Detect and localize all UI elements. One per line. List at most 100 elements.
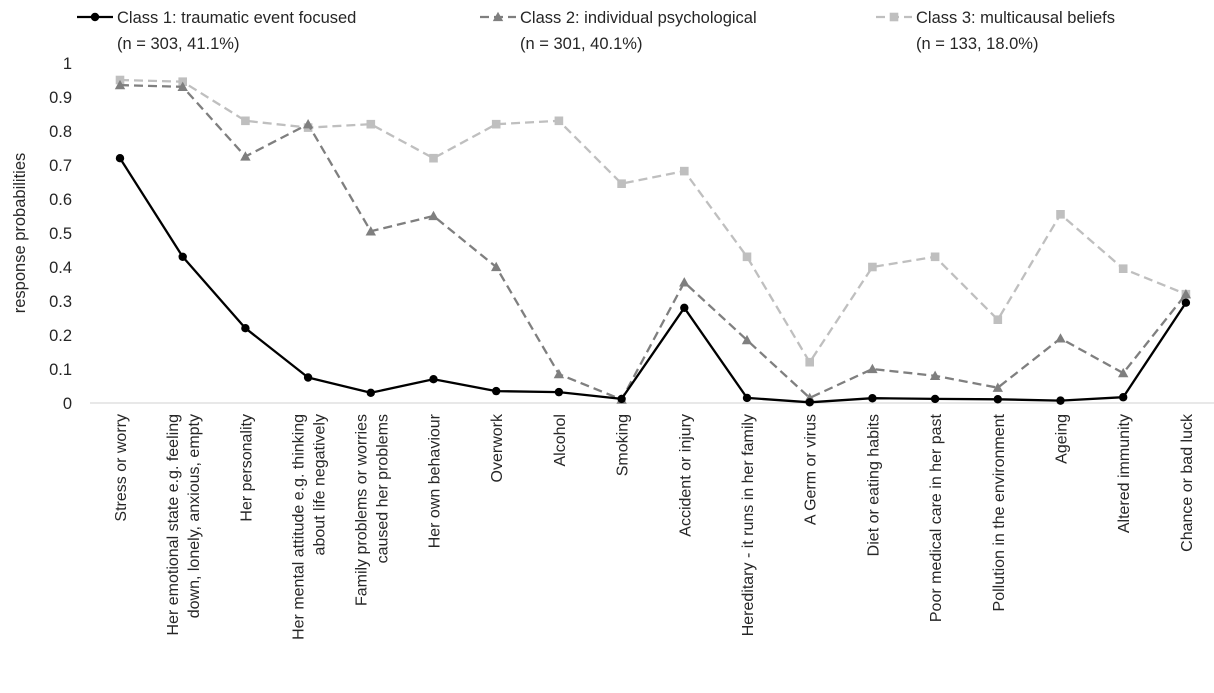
y-tick-label: 1 [63, 55, 72, 73]
x-category-label: Poor medical care in her past [928, 413, 945, 622]
data-point [492, 386, 501, 396]
series-1 [115, 154, 1191, 407]
data-point [742, 252, 752, 262]
data-point [680, 303, 689, 312]
data-point [868, 394, 877, 403]
data-point [366, 388, 375, 397]
y-tick-label: 0.5 [49, 225, 72, 243]
legend-label: Class 2: individual psychological [520, 9, 757, 27]
y-tick-label: 0.9 [49, 89, 72, 107]
series-line [119, 83, 1187, 401]
data-point [993, 395, 1002, 404]
x-category-label: Hereditary - it runs in her family [740, 414, 757, 636]
x-category-label: Altered immunity [1116, 414, 1133, 533]
x-category-label: Her mental attitude e.g. thinking about l… [291, 414, 329, 640]
data-point [742, 393, 752, 403]
x-category-label: Accident or injury [677, 414, 694, 537]
data-point [241, 324, 250, 333]
data-point [553, 368, 565, 379]
data-point [554, 387, 564, 397]
data-point [302, 119, 314, 129]
legend-entry: Class 1: traumatic event focused (n = 303… [77, 9, 356, 53]
legend-entry: Class 2: individual psychological (n = 30… [480, 9, 757, 53]
data-point [1056, 396, 1065, 405]
legend-sublabel: (n = 133, 18.0%) [916, 35, 1038, 53]
data-point [240, 151, 251, 161]
x-category-label: Diet or eating habits [865, 414, 882, 556]
data-point [930, 252, 940, 262]
data-point [366, 119, 376, 129]
x-category-label: A Germ or virus [803, 414, 820, 525]
data-point [428, 210, 439, 221]
data-point [491, 261, 502, 272]
data-point [114, 79, 126, 90]
data-point [1180, 289, 1192, 299]
data-point [930, 394, 940, 404]
x-category-label: Chance or bad luck [1179, 413, 1196, 552]
data-point [492, 11, 504, 22]
data-point [1118, 367, 1129, 378]
data-point [1181, 298, 1191, 307]
y-tick-label: 0.4 [49, 259, 72, 277]
data-point [303, 373, 313, 382]
data-point [741, 334, 753, 345]
data-point [1055, 333, 1066, 343]
data-point [993, 315, 1003, 324]
x-category-label: Overwork [489, 413, 506, 482]
data-point [617, 394, 626, 404]
legend-sublabel: (n = 301, 40.1%) [520, 35, 642, 53]
x-category-label: Pollution in the environment [991, 413, 1008, 611]
series-line [119, 78, 1187, 364]
data-point [617, 179, 626, 188]
x-category-label: Her emotional state e.g. feeling down, lo… [165, 414, 203, 635]
data-point [429, 375, 438, 384]
series-2 [114, 79, 1192, 404]
data-point [1056, 210, 1065, 219]
legend-label: Class 1: traumatic event focused [117, 9, 356, 27]
legend-entry: Class 3: multicausal beliefs (n = 133, 18… [876, 9, 1115, 53]
y-axis-ticks: 0 0.1 0.2 0.3 0.4 0.5 0.6 0.7 0.8 0.9 1 [49, 55, 72, 413]
data-point [241, 116, 250, 126]
data-point [491, 119, 501, 129]
data-point [867, 363, 878, 374]
data-point [1118, 264, 1128, 273]
data-point [680, 166, 689, 176]
y-tick-label: 0.2 [49, 327, 72, 345]
y-tick-label: 0.6 [49, 191, 72, 209]
data-point [805, 398, 814, 407]
legend-sublabel: (n = 303, 41.1%) [117, 35, 239, 53]
x-category-label: Her own behaviour [427, 413, 444, 548]
data-point [365, 226, 376, 236]
x-axis-categories: Stress or worry Her emotional state e.g. … [113, 413, 1196, 640]
data-point [679, 277, 690, 287]
legend: Class 1: traumatic event focused (n = 303… [77, 9, 1115, 53]
data-point [929, 370, 941, 380]
data-point [889, 12, 899, 22]
x-category-label: Ageing [1054, 414, 1071, 464]
data-point [177, 81, 188, 91]
y-tick-label: 0.1 [49, 361, 72, 379]
series-group [114, 75, 1192, 407]
x-category-label: Smoking [615, 414, 632, 476]
y-axis-title: response probabilities [11, 153, 29, 314]
series-3 [115, 75, 1191, 367]
y-tick-label: 0.8 [49, 123, 72, 141]
data-point [115, 154, 125, 163]
data-point [429, 153, 438, 163]
x-category-label: Her personality [238, 414, 255, 522]
data-point [178, 252, 187, 261]
data-point [90, 12, 100, 22]
x-category-label: Stress or worry [113, 414, 130, 522]
series-line [119, 157, 1187, 404]
data-point [868, 262, 877, 272]
legend-label: Class 3: multicausal beliefs [916, 9, 1115, 27]
y-tick-label: 0 [63, 395, 72, 413]
data-point [554, 116, 564, 126]
data-point [1119, 393, 1128, 402]
x-category-label: Family problems or worries caused her pro… [353, 414, 391, 606]
y-tick-label: 0.7 [49, 157, 72, 175]
data-point [992, 382, 1003, 392]
y-tick-label: 0.3 [49, 293, 72, 311]
data-point [805, 357, 814, 367]
